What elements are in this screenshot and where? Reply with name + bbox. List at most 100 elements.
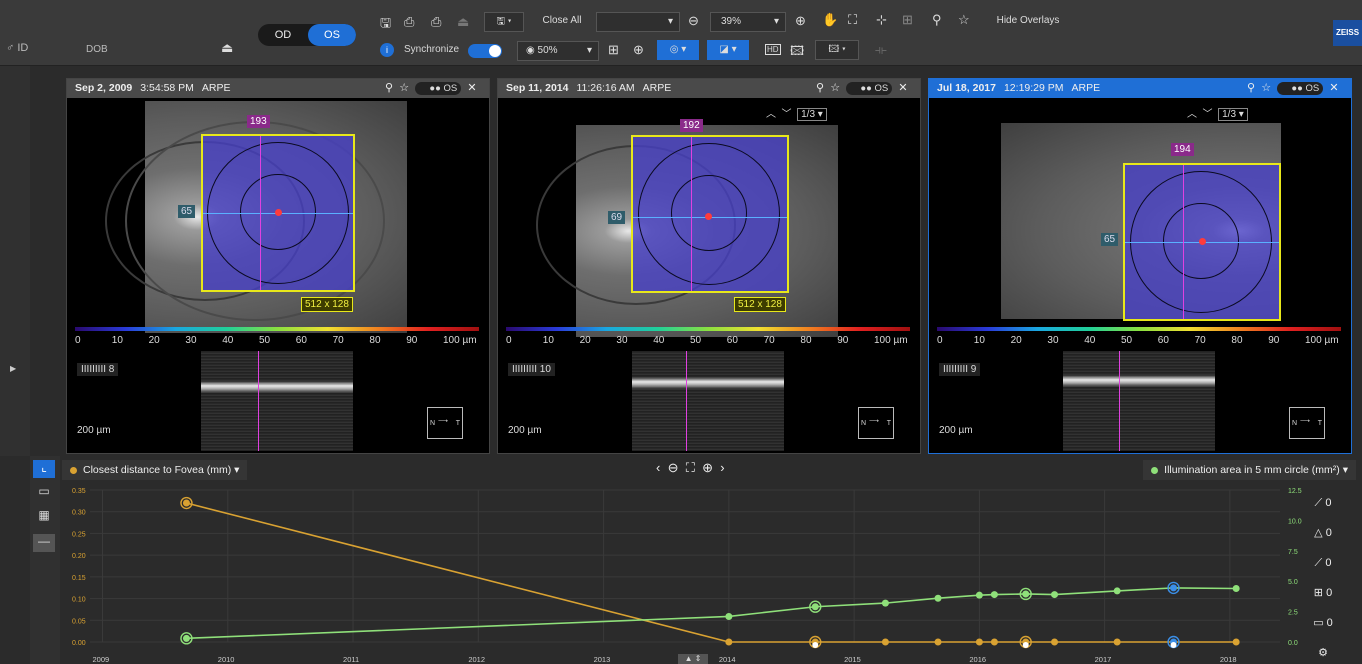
print-icon[interactable]: ⎙ [431,14,442,29]
exam-panel-2[interactable]: Sep 11, 2014 11:26:16 AM ARPE ⚲ ☆ ●● OS ✕ … [497,78,921,454]
y-left-tick-label: 0.10 [72,597,86,604]
search-icon[interactable]: ⚲ [932,12,942,27]
right-metric-dropdown[interactable]: Illumination area in 5 mm circle (mm²) ▾ [1143,460,1356,480]
previous-icon[interactable]: ‹ [656,460,661,475]
x-tick-label: 2018 [1220,655,1237,664]
image-icon[interactable]: 🖾 [790,43,805,58]
data-point [1051,591,1059,599]
zoom-in-icon[interactable]: ⊕ [795,13,806,28]
export-icon[interactable]: ⏏ [457,14,470,29]
patient-id-label: ♂ ID [6,42,29,54]
colorbar-tick-label: 40 [222,335,234,346]
data-point [182,499,190,507]
heatmap-overlay [201,134,355,292]
close-icon[interactable]: ✕ [467,82,477,94]
crosshair-icon[interactable]: ⊕ [633,42,644,57]
zoom-in-icon[interactable]: ⊕ [702,460,713,475]
y-right-tick-label: 5.0 [1288,579,1298,586]
line-chart-view-icon[interactable]: ⌞ [33,460,55,478]
settings-gear-icon[interactable]: ⚙ [1318,647,1328,659]
compare-icon[interactable]: ⟛ [875,42,887,57]
zoom-out-icon[interactable]: ⊖ [667,460,679,475]
close-icon[interactable]: ✕ [898,82,908,94]
overlay-dropdown[interactable]: ◪ ▾ [707,40,749,60]
x-tick-label: 2017 [1095,655,1112,664]
panel-header: Sep 11, 2014 11:26:16 AM ARPE [498,79,920,98]
next-icon[interactable]: › [720,460,725,475]
scale-bar: 200 µm [939,425,973,436]
empty-dropdown[interactable]: ▾ [596,12,680,32]
highlight-ring [1019,587,1032,601]
highlight-ring [180,496,193,510]
layout-icon[interactable]: ⊞ [608,42,619,57]
tool-item[interactable]: ⊞ 0 [1313,587,1333,599]
exam-panel-1[interactable]: Sep 2, 2009 3:54:58 PM ARPE ⚲ ☆ ●● OS ✕ 19… [66,78,490,454]
search-icon[interactable]: ⚲ [385,82,394,94]
synchronize-toggle[interactable] [468,44,502,58]
hd-icon[interactable]: HD [765,44,781,55]
star-icon[interactable]: ☆ [830,82,841,94]
zoom-select[interactable]: 39% ▾ [710,12,786,32]
fit-screen-icon[interactable]: ⛶ [848,12,858,27]
expand-arrow-icon[interactable]: ▶ [10,364,17,373]
close-all-button[interactable]: Close All [542,15,582,26]
fit-icon[interactable]: ⛶ [685,460,695,475]
actual-size-icon[interactable]: ⊹ [876,12,887,27]
close-icon[interactable]: ✕ [1329,82,1339,94]
x-tick-label: 2010 [218,655,235,664]
search-icon[interactable]: ⚲ [816,82,825,94]
tool-item[interactable]: ⟋ 0 [1314,497,1332,509]
opacity-select[interactable]: ◉ 50% ▾ [517,41,599,61]
upload-icon[interactable]: ⏏ [221,40,234,55]
info-icon[interactable]: i [380,43,394,57]
panel-view-icon[interactable]: ▭ [38,484,50,498]
save-dropdown[interactable]: 🖫 ▾ [484,12,524,32]
os-toggle[interactable]: OS [308,24,356,46]
search-icon[interactable]: ⚲ [1247,82,1256,94]
eye-toggle[interactable]: ●● OS [415,81,462,95]
eye-toggle[interactable]: ●● OS [1277,81,1324,95]
table-view-icon[interactable]: ▦ [38,508,50,522]
y-right-tick-label: 12.5 [1288,488,1302,495]
collapse-view-icon[interactable]: — [33,534,55,552]
data-point [1022,590,1030,598]
star-icon[interactable]: ☆ [958,12,970,27]
print-layout-icon[interactable]: ⎙ [404,14,415,29]
od-toggle[interactable]: OD [274,29,292,41]
eye-switch[interactable]: OD OS [258,24,356,46]
oct-bscan-image [1063,351,1215,451]
y-right-tick-label: 0.0 [1288,640,1298,647]
slice-navigator[interactable]: ︿ ﹀ 1/3 ▾ [766,105,827,121]
star-icon[interactable]: ☆ [399,82,410,94]
slice-number-tag: 194 [1171,143,1194,156]
colorbar-tick-label: 60 [726,335,738,346]
target-dropdown[interactable]: ◎ ▾ [657,40,699,60]
tool-item[interactable]: ⟋ 0 [1314,557,1332,569]
colorbar-tick-label: 60 [295,335,307,346]
y-left-tick-label: 0.35 [72,488,86,495]
data-point [1170,584,1178,592]
tool-item[interactable]: △ 0 [1314,527,1332,539]
tool-item[interactable]: ▭ 0 [1313,617,1333,629]
colorbar-tick-label: 90 [406,335,418,346]
exam-panel-3[interactable]: Jul 18, 2017 12:19:29 PM ARPE ⚲ ☆ ●● OS ✕ … [928,78,1352,454]
region-zoom-icon[interactable]: ⊞ [902,12,913,27]
collapse-chart-button[interactable]: ▲ ⇕ [678,654,708,664]
trend-chart[interactable]: 0.35 0.30 0.25 0.20 0.15 0.10 0.05 0.00 12.5 10.0… [60,484,1310,664]
image-dropdown[interactable]: 🖾 ▾ [815,40,859,60]
left-metric-dropdown[interactable]: Closest distance to Fovea (mm) ▾ [62,460,248,480]
colorbar-tick-label: 30 [1047,335,1059,346]
left-sidebar: ▶ [0,66,30,456]
hide-overlays-button[interactable]: Hide Overlays [996,15,1060,26]
colorbar-tick-label: 10 [973,335,985,346]
pan-hand-icon[interactable]: ✋ [822,12,839,27]
slice-navigator[interactable]: ︿ ﹀ 1/3 ▾ [1187,105,1248,121]
eye-toggle[interactable]: ●● OS [846,81,893,95]
colorbar-tick-label: 0 [75,335,81,346]
zoom-out-icon[interactable]: ⊖ [688,13,699,28]
scale-bar: 200 µm [77,425,111,436]
save-icon[interactable]: 🖫 [380,15,392,30]
colorbar-tick-label: 70 [332,335,344,346]
colorbar-tick-label: 70 [763,335,775,346]
star-icon[interactable]: ☆ [1261,82,1272,94]
